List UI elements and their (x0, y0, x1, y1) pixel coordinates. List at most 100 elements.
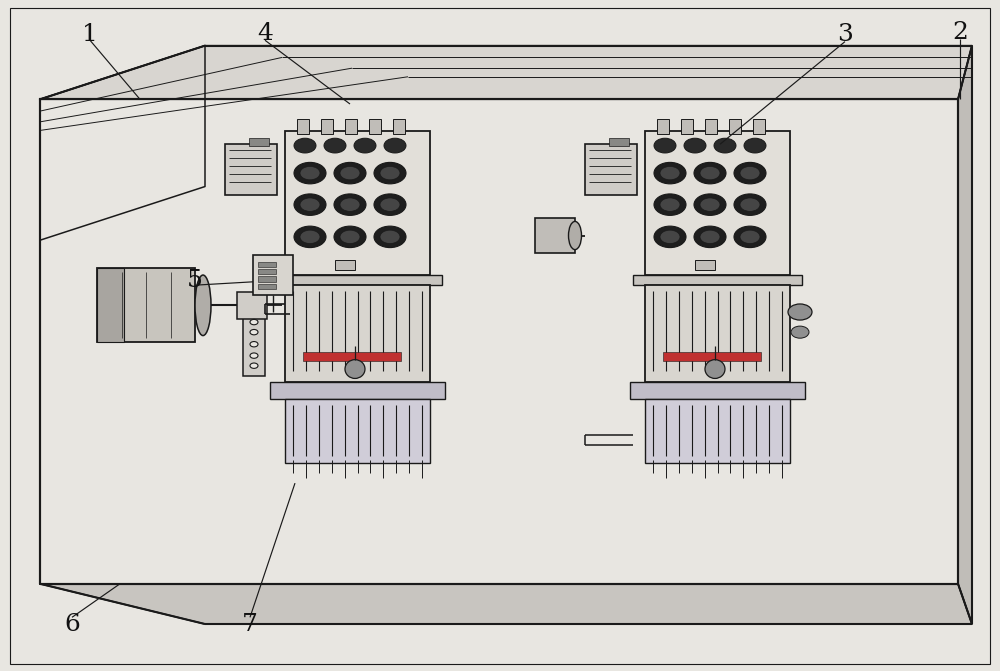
Circle shape (374, 226, 406, 248)
Circle shape (340, 230, 360, 244)
Polygon shape (40, 46, 205, 240)
Text: 5: 5 (187, 269, 203, 292)
Circle shape (694, 226, 726, 248)
Circle shape (380, 166, 400, 180)
Circle shape (380, 198, 400, 211)
Bar (258, 262, 276, 267)
Circle shape (654, 138, 676, 153)
Circle shape (300, 230, 320, 244)
Bar (657, 119, 669, 134)
Circle shape (654, 162, 686, 184)
Circle shape (734, 194, 766, 215)
Circle shape (324, 138, 346, 153)
Text: 6: 6 (64, 613, 80, 635)
Bar (97, 268, 195, 342)
Bar (535, 218, 575, 253)
Circle shape (300, 198, 320, 211)
Ellipse shape (569, 221, 582, 250)
Bar (249, 138, 269, 146)
Bar (225, 144, 277, 195)
Circle shape (250, 319, 258, 325)
Bar (321, 119, 333, 134)
Bar (645, 131, 790, 275)
Bar (258, 284, 276, 289)
Circle shape (788, 304, 812, 320)
Circle shape (654, 226, 686, 248)
Bar (369, 119, 381, 134)
Bar (253, 255, 293, 295)
Circle shape (714, 138, 736, 153)
Circle shape (384, 138, 406, 153)
Bar (270, 382, 445, 399)
Bar (285, 285, 430, 382)
Circle shape (340, 198, 360, 211)
Bar (285, 399, 430, 463)
Text: 1: 1 (82, 23, 98, 46)
Text: 7: 7 (242, 613, 258, 635)
Circle shape (744, 138, 766, 153)
Circle shape (694, 162, 726, 184)
Bar (237, 292, 267, 319)
Circle shape (354, 138, 376, 153)
Ellipse shape (195, 275, 211, 336)
Circle shape (694, 194, 726, 215)
Polygon shape (958, 46, 972, 624)
Bar (97, 268, 124, 342)
Bar (585, 144, 637, 195)
Bar (753, 119, 765, 134)
Circle shape (250, 329, 258, 335)
Circle shape (334, 194, 366, 215)
Circle shape (660, 230, 680, 244)
Circle shape (740, 198, 760, 211)
Polygon shape (40, 46, 972, 99)
Circle shape (340, 166, 360, 180)
Text: 4: 4 (257, 22, 273, 45)
Circle shape (294, 138, 316, 153)
Bar (273, 275, 442, 285)
Circle shape (294, 194, 326, 215)
Circle shape (684, 138, 706, 153)
Polygon shape (40, 99, 958, 584)
Text: 3: 3 (837, 23, 853, 46)
Bar (645, 285, 790, 382)
Bar (681, 119, 693, 134)
Text: 2: 2 (952, 21, 968, 44)
Circle shape (250, 363, 258, 368)
Circle shape (740, 230, 760, 244)
Bar (335, 260, 355, 270)
Bar (705, 119, 717, 134)
Ellipse shape (705, 360, 725, 378)
Bar (345, 119, 357, 134)
Circle shape (300, 166, 320, 180)
Circle shape (374, 194, 406, 215)
Bar (633, 275, 802, 285)
Bar (645, 399, 790, 463)
Bar (729, 119, 741, 134)
Bar (695, 260, 715, 270)
Circle shape (654, 194, 686, 215)
Ellipse shape (345, 360, 365, 378)
Circle shape (294, 162, 326, 184)
Circle shape (700, 230, 720, 244)
Circle shape (700, 166, 720, 180)
Circle shape (294, 226, 326, 248)
Bar (258, 276, 276, 282)
Bar (663, 352, 761, 361)
Circle shape (380, 230, 400, 244)
Bar (285, 131, 430, 275)
Bar (303, 352, 401, 361)
Bar (297, 119, 309, 134)
Bar (393, 119, 405, 134)
Circle shape (334, 226, 366, 248)
Circle shape (791, 326, 809, 338)
Circle shape (700, 198, 720, 211)
Bar (609, 138, 629, 146)
Polygon shape (40, 584, 972, 624)
Bar (258, 269, 276, 274)
Circle shape (734, 162, 766, 184)
Circle shape (334, 162, 366, 184)
Circle shape (250, 353, 258, 358)
Circle shape (660, 166, 680, 180)
Circle shape (250, 342, 258, 347)
Circle shape (740, 166, 760, 180)
